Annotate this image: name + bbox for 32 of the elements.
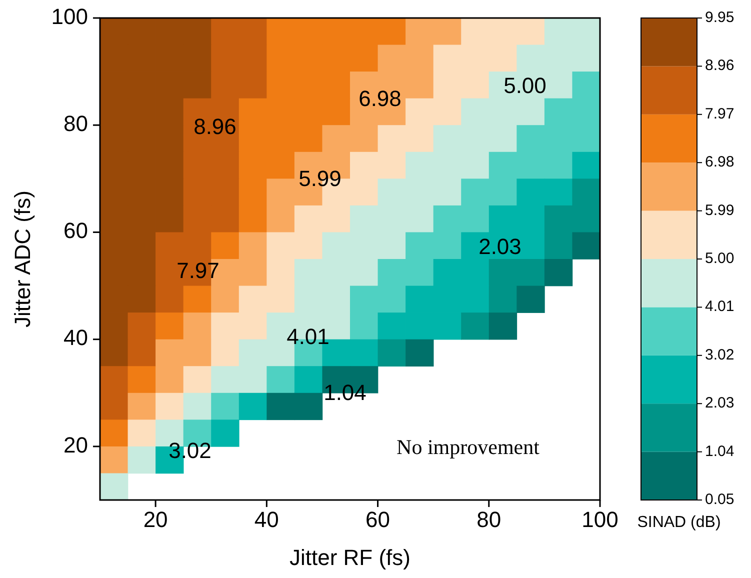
color-bar-label: 1.04 [705, 442, 734, 460]
y-tick-label: 80 [64, 110, 88, 136]
color-bar-title: SINAD (dB) [637, 514, 721, 531]
color-bar-label: 5.99 [705, 202, 734, 219]
annotation: 2.03 [478, 234, 522, 259]
annotation: 5.99 [298, 166, 342, 191]
x-tick-label: 100 [582, 507, 618, 532]
color-bar-label: 3.02 [705, 346, 734, 364]
color-bar-label: 2.03 [705, 394, 734, 412]
x-tick-label: 40 [254, 507, 279, 532]
color-bar-label: 0.05 [705, 490, 734, 508]
annotation: 4.01 [286, 324, 330, 349]
annotation: 6.98 [358, 86, 402, 111]
x-tick-label: 20 [143, 507, 168, 532]
y-tick-label: 60 [64, 218, 88, 244]
color-bar-label: 4.01 [705, 298, 734, 316]
y-tick-label: 100 [51, 4, 88, 29]
color-bar-label: 7.97 [705, 105, 734, 122]
y-tick-label: 40 [64, 325, 88, 350]
color-bar-label: 8.96 [705, 57, 734, 74]
annotation: 7.97 [176, 258, 220, 283]
annotation: No improvement [396, 434, 540, 459]
y-tick-label: 20 [64, 432, 88, 458]
y-axis-title: Jitter ADC (fs) [10, 190, 35, 328]
x-axis-title: Jitter RF (fs) [290, 545, 410, 570]
x-tick-label: 80 [476, 507, 502, 532]
x-tick-label: 60 [366, 507, 390, 532]
annotation: 5.00 [504, 72, 546, 98]
color-bar-label: 9.95 [705, 8, 734, 26]
annotation: 8.96 [194, 114, 236, 139]
color-bar-label: 6.98 [705, 154, 734, 171]
color-bar-label: 5.00 [705, 250, 734, 267]
